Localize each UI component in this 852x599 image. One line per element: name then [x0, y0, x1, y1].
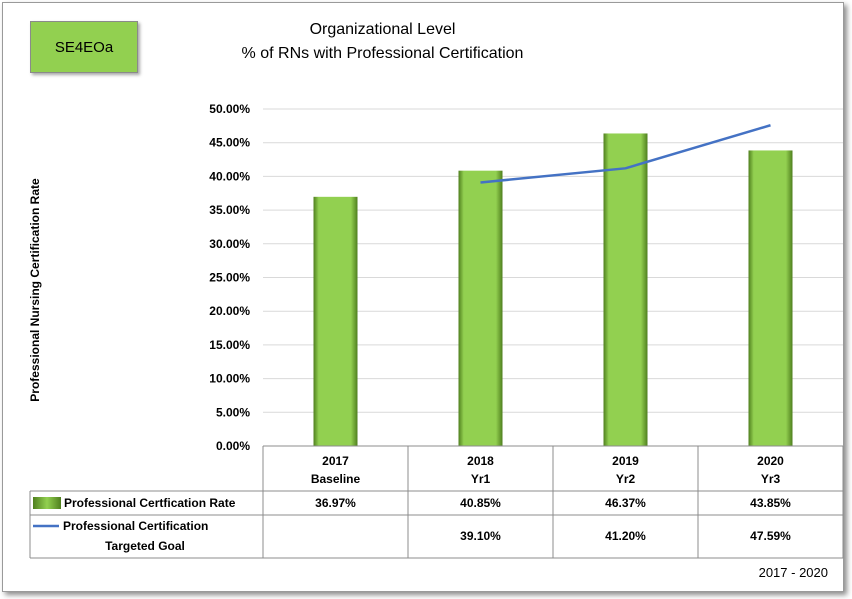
- legend-line-label: Professional Certification: [63, 519, 208, 533]
- y-tick-label: 40.00%: [209, 169, 250, 183]
- y-tick-label: 50.00%: [209, 102, 250, 116]
- bar: [313, 196, 358, 446]
- bar-value-label: 40.85%: [460, 496, 501, 510]
- bar: [603, 133, 648, 447]
- chart-title-line2: % of RNs with Professional Certification: [241, 45, 524, 62]
- legend-line-label: Targeted Goal: [105, 539, 185, 553]
- bar-value-label: 43.85%: [750, 496, 791, 510]
- x-category-label: Baseline: [311, 472, 361, 486]
- chart-id-badge: SE4EOa: [30, 21, 138, 73]
- x-category-year: 2017: [322, 454, 349, 468]
- x-category-label: Yr2: [616, 472, 636, 486]
- y-tick-label: 45.00%: [209, 136, 250, 150]
- y-tick-label: 30.00%: [209, 237, 250, 251]
- y-tick-label: 0.00%: [216, 439, 250, 453]
- legend-bar-swatch: [33, 497, 61, 509]
- y-tick-label: 5.00%: [216, 405, 250, 419]
- date-range-footer: 2017 - 2020: [758, 565, 828, 580]
- y-tick-label: 15.00%: [209, 338, 250, 352]
- legend-bar-label: Professional Certfication Rate: [64, 496, 236, 510]
- bar-value-label: 46.37%: [605, 496, 646, 510]
- goal-value-label: 47.59%: [750, 529, 791, 543]
- x-category-year: 2019: [612, 454, 639, 468]
- bar-value-label: 36.97%: [315, 496, 356, 510]
- bar: [458, 170, 503, 446]
- x-category-label: Yr1: [471, 472, 491, 486]
- chart-frame: [2, 2, 844, 592]
- target-goal-line: [480, 124, 771, 184]
- x-category-year: 2018: [467, 454, 494, 468]
- x-category-label: Yr3: [761, 472, 781, 486]
- x-category-year: 2020: [757, 454, 784, 468]
- goal-value-label: 41.20%: [605, 529, 646, 543]
- chart-title-line1: Organizational Level: [309, 21, 456, 38]
- bar: [748, 150, 793, 447]
- chart-title: Organizational Level % of RNs with Profe…: [200, 18, 565, 66]
- y-tick-label: 20.00%: [209, 304, 250, 318]
- goal-value-label: 39.10%: [460, 529, 501, 543]
- y-tick-label: 35.00%: [209, 203, 250, 217]
- y-tick-label: 25.00%: [209, 271, 250, 285]
- y-tick-label: 10.00%: [209, 372, 250, 386]
